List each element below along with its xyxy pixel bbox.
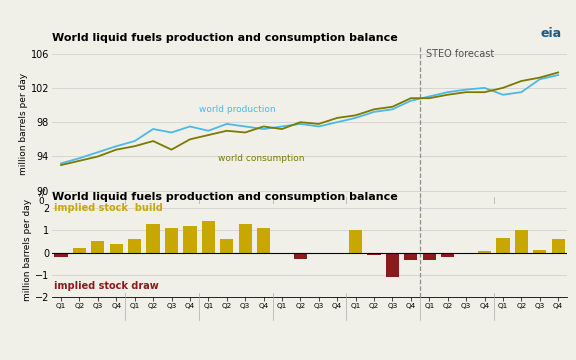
Bar: [73, 248, 86, 253]
Bar: [533, 250, 547, 253]
Bar: [128, 239, 141, 253]
Bar: [54, 253, 67, 257]
Text: World liquid fuels production and consumption balance: World liquid fuels production and consum…: [52, 192, 397, 202]
Bar: [552, 239, 565, 253]
Bar: [349, 230, 362, 253]
Bar: [367, 253, 381, 255]
Bar: [515, 230, 528, 253]
Bar: [109, 244, 123, 253]
Bar: [478, 251, 491, 253]
Bar: [275, 253, 289, 254]
Bar: [423, 253, 436, 260]
Bar: [91, 242, 104, 253]
Bar: [165, 228, 178, 253]
Text: STEO forecast: STEO forecast: [426, 49, 494, 59]
Bar: [257, 228, 270, 253]
Text: implied stock draw: implied stock draw: [54, 281, 158, 291]
Bar: [183, 226, 196, 253]
Bar: [312, 253, 325, 254]
Bar: [238, 224, 252, 253]
Y-axis label: million barrels per day: million barrels per day: [23, 199, 32, 301]
Text: World liquid fuels production and consumption balance: World liquid fuels production and consum…: [52, 33, 397, 43]
Bar: [441, 253, 454, 257]
Bar: [497, 238, 510, 253]
Bar: [404, 253, 418, 260]
Text: implied stock  build: implied stock build: [54, 203, 162, 213]
Bar: [460, 253, 473, 254]
Bar: [386, 253, 399, 277]
Bar: [294, 253, 307, 259]
Text: eia: eia: [540, 27, 562, 40]
Text: world production: world production: [199, 105, 276, 114]
Text: //: //: [39, 188, 45, 197]
Bar: [202, 221, 215, 253]
Text: world consumption: world consumption: [218, 154, 304, 163]
Y-axis label: million barrels per day: million barrels per day: [19, 73, 28, 175]
Bar: [220, 239, 233, 253]
Bar: [146, 224, 160, 253]
Text: 0: 0: [39, 197, 44, 206]
